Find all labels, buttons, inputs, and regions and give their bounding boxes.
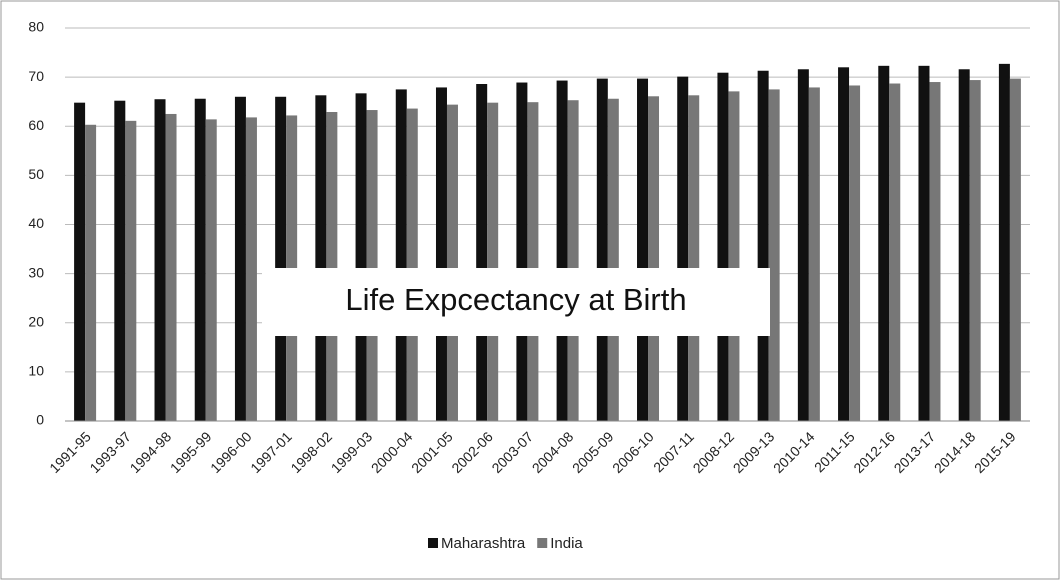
bar: [637, 78, 649, 421]
bar: [516, 82, 528, 421]
bar: [406, 108, 418, 421]
bar: [918, 65, 930, 422]
bar: [194, 98, 206, 422]
bar: [125, 120, 137, 421]
bar: [929, 82, 941, 421]
bar: [596, 78, 608, 421]
bar: [998, 63, 1010, 422]
bar: [958, 69, 970, 421]
y-tick-label: 20: [28, 313, 44, 329]
bar: [1009, 78, 1021, 421]
bar: [315, 95, 327, 422]
bar: [355, 93, 367, 422]
bar: [607, 98, 619, 422]
bar: [838, 67, 850, 422]
bar: [648, 96, 660, 421]
y-tick-label: 0: [36, 412, 44, 428]
bar: [527, 102, 539, 422]
chart-title: Life Expcectancy at Birth: [345, 282, 686, 317]
bar: [878, 65, 890, 422]
legend-label: Maharashtra: [441, 535, 526, 552]
bar: [487, 102, 499, 422]
bar: [165, 113, 177, 421]
bar: [757, 70, 769, 422]
bar: [889, 83, 901, 421]
y-tick-label: 80: [28, 19, 44, 35]
bar: [808, 87, 820, 421]
bar: [717, 72, 729, 422]
legend-label: India: [550, 535, 583, 552]
bar: [556, 80, 568, 421]
bar: [435, 87, 447, 421]
bar: [205, 119, 217, 421]
bar: [74, 102, 86, 422]
bar: [677, 76, 689, 421]
legend-swatch: [428, 538, 438, 548]
bar: [446, 104, 458, 421]
bar: [234, 96, 246, 422]
y-tick-label: 60: [28, 117, 44, 133]
bar: [768, 89, 780, 421]
bar: [245, 117, 257, 421]
bar: [85, 124, 97, 422]
title-box: [262, 268, 770, 336]
y-tick-label: 40: [28, 215, 44, 231]
y-tick-label: 30: [28, 264, 44, 280]
legend-swatch: [537, 538, 548, 548]
bar: [728, 91, 740, 421]
bar: [114, 100, 126, 421]
y-tick-label: 10: [28, 363, 44, 379]
bar: [969, 80, 981, 421]
bar: [476, 84, 488, 421]
bar: [395, 89, 407, 421]
y-tick-label: 50: [28, 166, 44, 182]
bar: [567, 100, 579, 422]
bar: [275, 96, 287, 422]
bar: [797, 69, 809, 421]
bar: [849, 85, 861, 421]
bar: [154, 99, 166, 421]
bar: [688, 95, 700, 422]
bar: [326, 112, 338, 421]
bar: [366, 110, 378, 421]
y-tick-label: 70: [28, 68, 44, 84]
